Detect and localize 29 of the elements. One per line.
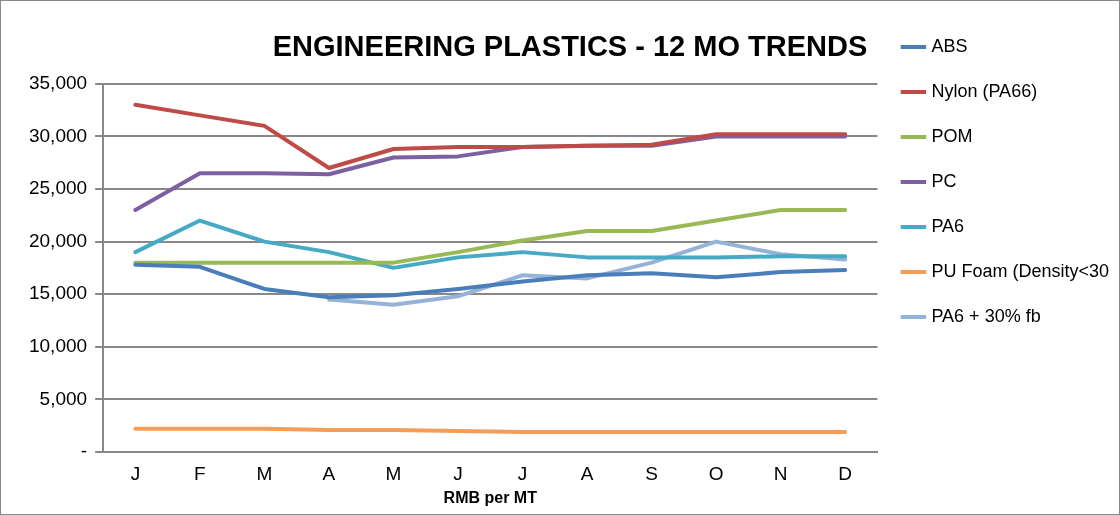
x-tick-label: S [645,462,658,484]
x-tick-label: A [322,462,336,484]
y-tick-label: - [80,440,88,462]
y-tick-label: 20,000 [28,229,88,251]
y-tick-label: 30,000 [28,124,88,146]
x-tick-label: D [838,462,853,484]
y-tick-label: 5,000 [39,387,88,409]
y-tick-label: 35,000 [28,72,88,94]
legend-label: PA6 + 30% fb [931,305,1041,326]
y-tick-label: 25,000 [28,177,88,199]
legend-label: PU Foam (Density<30 [931,260,1110,281]
x-tick-label: J [453,462,463,484]
x-tick-label: J [130,462,141,484]
legend-label: ABS [931,35,968,56]
legend-label: PA6 [931,215,965,236]
legend-label: Nylon (PA66) [931,80,1038,101]
x-tick-label: O [708,462,724,484]
x-axis-title: RMB per MT [443,488,538,506]
y-tick-label: 10,000 [28,335,88,357]
x-tick-label: J [517,462,528,484]
x-tick-label: F [194,462,206,484]
x-tick-label: N [773,462,788,484]
legend-label: PC [931,170,957,191]
legend-label: POM [931,125,973,146]
x-tick-label: A [580,462,594,484]
x-tick-label: M [385,462,402,484]
x-tick-label: M [256,462,273,484]
chart-title: ENGINEERING PLASTICS - 12 MO TRENDS [272,30,868,63]
y-tick-label: 15,000 [28,282,88,304]
